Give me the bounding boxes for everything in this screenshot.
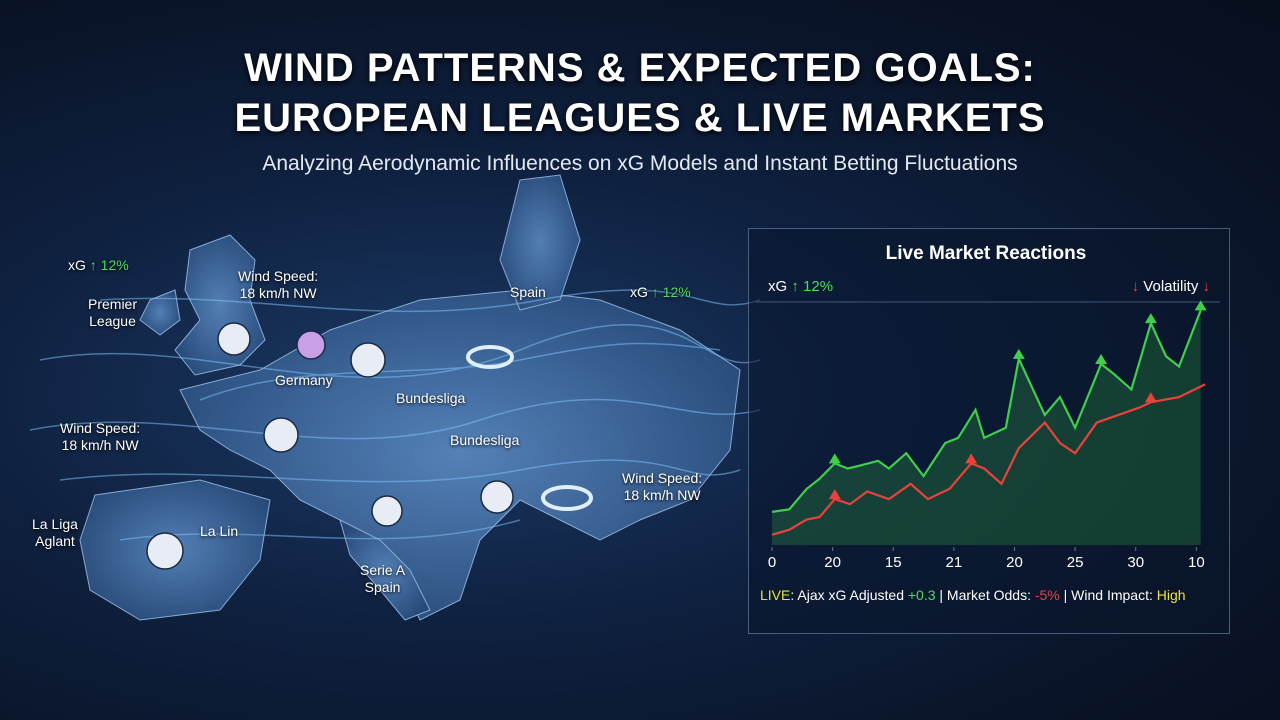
landmass [79, 174, 741, 621]
note-text: Volatility [1143, 278, 1199, 295]
map-label: Wind Speed: 18 km/h NW [238, 268, 318, 302]
ticker-impact: High [1156, 587, 1186, 603]
ticker-delta: +0.3 [907, 587, 936, 603]
map-label: Spain [510, 284, 546, 301]
label-text: Wind Speed: 18 km/h NW [622, 470, 703, 503]
map-label: Serie A Spain [360, 562, 405, 596]
map-label: Wind Speed: 18 km/h NW [622, 470, 702, 504]
x-tick-label: 30 [1127, 554, 1144, 571]
x-tick-label: 15 [885, 554, 902, 571]
stadium-rings [466, 345, 593, 511]
line [771, 383, 1206, 536]
marker [1144, 313, 1157, 324]
label-text: La Lin [200, 523, 239, 539]
marker [965, 453, 978, 464]
chart: Live Market Reactions xG ↑ 12% ↓ Volatil… [756, 243, 1220, 571]
ticker-text: | Wind Impact: [1059, 587, 1157, 603]
note-badge: ↑ 12% [791, 278, 833, 295]
label-text: Bundesliga [396, 390, 466, 406]
x-tick-label: 20 [824, 554, 841, 571]
label-text: Germany [275, 372, 333, 388]
marker [1194, 300, 1207, 311]
label-text: La Liga Aglant [32, 516, 78, 549]
area [772, 310, 1201, 545]
map-label: Premier League [88, 296, 137, 330]
note-text: xG [768, 278, 787, 295]
line [771, 310, 1202, 513]
x-tick-label: 20 [1006, 554, 1023, 571]
right-note: ↓ Volatility ↓ [1132, 278, 1210, 295]
note-arrow: ↓ [1203, 278, 1211, 295]
map-label: Germany [275, 372, 333, 389]
title: WIND PATTERNS & EXPECTED GOALS: [244, 46, 1036, 90]
chart-panel [748, 228, 1230, 634]
label-text: Wind Speed: 18 km/h NW [60, 420, 141, 453]
map-label: Bundesliga [450, 432, 519, 449]
soccer-balls [146, 322, 514, 570]
label-text: Spain [510, 284, 546, 300]
subtitle: Analyzing Aerodynamic Influences on xG M… [262, 152, 1018, 175]
map-label: xG ↑ 12% [630, 284, 691, 301]
marker [1144, 392, 1157, 403]
note-arrow: ↓ [1132, 278, 1140, 295]
label-badge: ↑ 12% [651, 284, 691, 300]
x-tick-label: 0 [768, 554, 776, 571]
chart-title: Live Market Reactions [886, 243, 1087, 264]
label-text: xG [630, 284, 648, 300]
label-text: Serie A Spain [360, 562, 406, 595]
label-text: xG [68, 257, 86, 273]
ticker-text: : Ajax xG Adjusted [790, 587, 908, 603]
left-note: xG ↑ 12% [768, 278, 833, 295]
ticker: LIVE: Ajax xG Adjusted +0.3 | Market Odd… [760, 587, 1186, 603]
marker [1012, 348, 1025, 359]
label-badge: ↑ 12% [89, 257, 129, 273]
label-text: Bundesliga [450, 432, 520, 448]
map-label: xG ↑ 12% [68, 257, 129, 274]
map-label: Bundesliga [396, 390, 465, 407]
marker [828, 489, 841, 500]
map-label: La Liga Aglant [32, 516, 78, 550]
map [29, 174, 760, 621]
label-text: Premier League [88, 296, 138, 329]
title: EUROPEAN LEAGUES & LIVE MARKETS [234, 96, 1046, 140]
live-tag: LIVE [760, 587, 791, 603]
ticker-odds: -5% [1034, 587, 1060, 603]
label-text: Wind Speed: 18 km/h NW [238, 268, 319, 301]
map-label: La Lin [200, 523, 238, 540]
x-tick-label: 25 [1067, 554, 1084, 571]
marker [828, 453, 841, 464]
x-tick-label: 10 [1188, 554, 1205, 571]
ticker-text: | Market Odds: [935, 587, 1035, 603]
x-tick-label: 21 [946, 554, 963, 571]
map-label: Wind Speed: 18 km/h NW [60, 420, 140, 454]
marker [1095, 353, 1108, 364]
